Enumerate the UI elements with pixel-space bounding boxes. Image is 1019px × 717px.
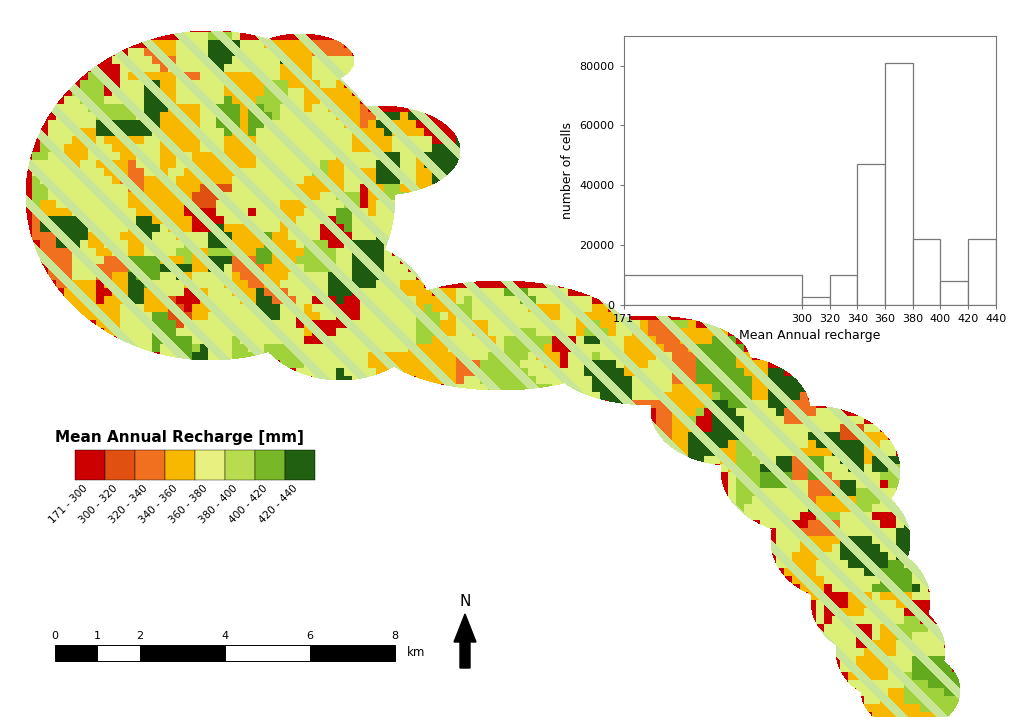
Text: 300 - 320: 300 - 320 bbox=[77, 483, 120, 525]
Text: 2: 2 bbox=[137, 631, 144, 641]
Text: 6: 6 bbox=[307, 631, 314, 641]
Text: Mean Annual Recharge [mm]: Mean Annual Recharge [mm] bbox=[55, 430, 304, 445]
Text: 360 - 380: 360 - 380 bbox=[168, 483, 210, 526]
Bar bbox=[829, 275, 857, 305]
Text: 1: 1 bbox=[94, 631, 101, 641]
X-axis label: Mean Annual recharge: Mean Annual recharge bbox=[739, 329, 880, 342]
Text: 340 - 360: 340 - 360 bbox=[138, 483, 180, 526]
Y-axis label: number of cells: number of cells bbox=[560, 122, 574, 219]
Text: 171 - 300: 171 - 300 bbox=[48, 483, 90, 526]
Text: 400 - 420: 400 - 420 bbox=[228, 483, 270, 525]
Bar bbox=[802, 298, 829, 305]
Bar bbox=[135, 450, 165, 480]
Text: 420 - 440: 420 - 440 bbox=[258, 483, 300, 526]
Bar bbox=[225, 450, 255, 480]
Bar bbox=[105, 450, 135, 480]
Bar bbox=[165, 450, 195, 480]
Text: 320 - 340: 320 - 340 bbox=[108, 483, 150, 526]
Text: km: km bbox=[407, 647, 425, 660]
Text: 4: 4 bbox=[221, 631, 228, 641]
Bar bbox=[285, 450, 315, 480]
Text: 380 - 400: 380 - 400 bbox=[198, 483, 240, 525]
Bar bbox=[98, 645, 140, 661]
Bar bbox=[255, 450, 285, 480]
Bar bbox=[225, 645, 310, 661]
Bar bbox=[857, 164, 884, 305]
Bar bbox=[941, 281, 968, 305]
FancyArrow shape bbox=[454, 614, 476, 668]
Text: 8: 8 bbox=[391, 631, 398, 641]
Bar bbox=[624, 275, 802, 305]
Bar bbox=[968, 239, 996, 305]
Bar bbox=[884, 63, 913, 305]
Bar bbox=[913, 239, 941, 305]
Bar bbox=[310, 645, 395, 661]
Bar bbox=[140, 645, 225, 661]
Text: N: N bbox=[460, 594, 471, 609]
Bar bbox=[75, 450, 105, 480]
Bar bbox=[55, 645, 98, 661]
Bar bbox=[195, 450, 225, 480]
Text: 0: 0 bbox=[52, 631, 58, 641]
